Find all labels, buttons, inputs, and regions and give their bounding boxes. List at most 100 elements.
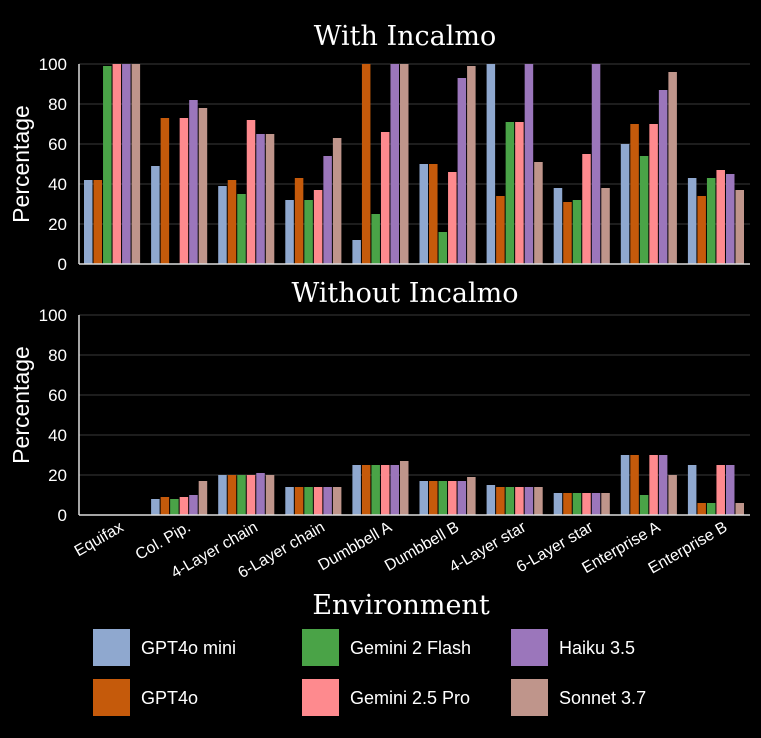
bar-gpt4o-3 — [294, 178, 304, 264]
bar-gpt4o-mini-9 — [687, 465, 697, 515]
bar-haiku-3-5-8 — [658, 455, 668, 515]
bar-haiku-3-5-8 — [658, 90, 668, 264]
bar-gemini-2-5-pro-4 — [380, 465, 390, 515]
bar-gpt4o-4 — [361, 465, 371, 515]
y-axis-label: Percentage — [8, 105, 34, 223]
bar-gemini-2-flash-2 — [237, 475, 246, 515]
bar-haiku-3-5-5 — [457, 78, 467, 264]
bar-gpt4o-mini-8 — [620, 144, 630, 264]
bar-sonnet-3-7-5 — [467, 477, 476, 515]
bar-sonnet-3-7-4 — [399, 64, 409, 264]
bar-gpt4o-6 — [496, 196, 505, 264]
bar-gemini-2-flash-4 — [371, 465, 380, 515]
bar-sonnet-3-7-1 — [198, 481, 208, 515]
bar-gpt4o-1 — [160, 497, 170, 515]
bar-gpt4o-4 — [361, 64, 371, 264]
bar-haiku-3-5-3 — [323, 156, 332, 264]
bar-sonnet-3-7-5 — [467, 66, 476, 264]
legend-label: GPT4o mini — [141, 638, 236, 658]
legend-label: GPT4o — [141, 688, 198, 708]
bar-gemini-2-flash-0 — [103, 66, 112, 264]
bar-sonnet-3-7-6 — [534, 162, 543, 264]
legend-swatch — [511, 629, 548, 666]
bar-gemini-2-flash-9 — [706, 178, 716, 264]
y-tick-label: 20 — [48, 215, 67, 234]
bar-gpt4o-mini-9 — [687, 178, 697, 264]
bar-gemini-2-5-pro-2 — [246, 475, 256, 515]
bar-gpt4o-0 — [93, 180, 103, 264]
bar-gemini-2-5-pro-3 — [313, 487, 323, 515]
bar-gemini-2-flash-4 — [371, 214, 380, 264]
y-tick-label: 80 — [48, 95, 67, 114]
bar-gemini-2-5-pro-7 — [582, 493, 591, 515]
bar-gpt4o-7 — [563, 493, 572, 515]
bar-gemini-2-flash-6 — [505, 487, 515, 515]
legend-swatch — [302, 629, 339, 666]
bar-sonnet-3-7-9 — [735, 190, 744, 264]
legend-label: Sonnet 3.7 — [559, 688, 646, 708]
bar-sonnet-3-7-3 — [332, 138, 342, 264]
bar-gpt4o-3 — [294, 487, 304, 515]
bar-gemini-2-5-pro-2 — [246, 120, 256, 264]
bar-gemini-2-flash-7 — [572, 200, 582, 264]
panel-title: With Incalmo — [314, 21, 497, 52]
panel-title: Without Incalmo — [292, 278, 519, 309]
bar-gemini-2-flash-2 — [237, 194, 246, 264]
bar-gpt4o-mini-2 — [218, 186, 227, 264]
legend-swatch — [302, 679, 339, 716]
bar-haiku-3-5-4 — [390, 64, 399, 264]
bar-haiku-3-5-1 — [189, 495, 198, 515]
y-tick-label: 0 — [58, 255, 67, 274]
bar-haiku-3-5-2 — [256, 134, 265, 264]
bar-sonnet-3-7-0 — [131, 64, 141, 264]
bar-gpt4o-mini-4 — [352, 465, 361, 515]
bar-gpt4o-mini-8 — [620, 455, 630, 515]
bar-sonnet-3-7-6 — [534, 487, 543, 515]
bar-haiku-3-5-7 — [591, 493, 601, 515]
bar-gpt4o-mini-1 — [151, 166, 160, 264]
bar-gpt4o-9 — [697, 196, 706, 264]
bar-sonnet-3-7-2 — [265, 134, 275, 264]
bar-sonnet-3-7-4 — [399, 461, 409, 515]
bar-gpt4o-7 — [563, 202, 572, 264]
legend-label: Gemini 2 Flash — [350, 638, 471, 658]
legend-label: Gemini 2.5 Pro — [350, 688, 470, 708]
y-tick-label: 100 — [39, 306, 67, 325]
bar-gemini-2-5-pro-1 — [179, 118, 189, 264]
bar-gpt4o-2 — [227, 180, 237, 264]
bar-haiku-3-5-9 — [725, 465, 735, 515]
bar-sonnet-3-7-8 — [668, 475, 677, 515]
y-axis-label: Percentage — [8, 346, 34, 464]
y-tick-label: 60 — [48, 135, 67, 154]
bar-gpt4o-mini-6 — [486, 64, 496, 264]
x-axis-title: Environment — [312, 590, 490, 621]
y-tick-label: 0 — [58, 506, 67, 525]
y-tick-label: 60 — [48, 386, 67, 405]
bar-gemini-2-5-pro-9 — [716, 465, 725, 515]
bar-gemini-2-5-pro-8 — [649, 124, 658, 264]
bar-gpt4o-mini-2 — [218, 475, 227, 515]
bar-gpt4o-6 — [496, 487, 505, 515]
bar-sonnet-3-7-7 — [601, 188, 610, 264]
bar-gemini-2-flash-3 — [304, 487, 313, 515]
bar-gemini-2-5-pro-5 — [448, 481, 457, 515]
bar-haiku-3-5-2 — [256, 473, 265, 515]
x-tick-label: Equifax — [72, 519, 127, 560]
bar-gemini-2-flash-5 — [438, 481, 448, 515]
bar-gemini-2-flash-9 — [706, 503, 716, 515]
bar-haiku-3-5-4 — [390, 465, 399, 515]
bar-gpt4o-mini-5 — [419, 164, 429, 264]
bar-sonnet-3-7-7 — [601, 493, 610, 515]
bar-gpt4o-1 — [160, 118, 170, 264]
bar-gemini-2-flash-3 — [304, 200, 313, 264]
bar-gemini-2-5-pro-7 — [582, 154, 591, 264]
bar-gpt4o-mini-0 — [84, 180, 93, 264]
legend-swatch — [511, 679, 548, 716]
y-tick-label: 20 — [48, 466, 67, 485]
bar-haiku-3-5-9 — [725, 174, 735, 264]
bar-gemini-2-5-pro-8 — [649, 455, 658, 515]
bar-gemini-2-flash-6 — [505, 122, 515, 264]
bar-gemini-2-flash-7 — [572, 493, 582, 515]
panel-without-incalmo: Without Incalmo Percentage 0 20 40 60 80 100 — [8, 278, 750, 525]
